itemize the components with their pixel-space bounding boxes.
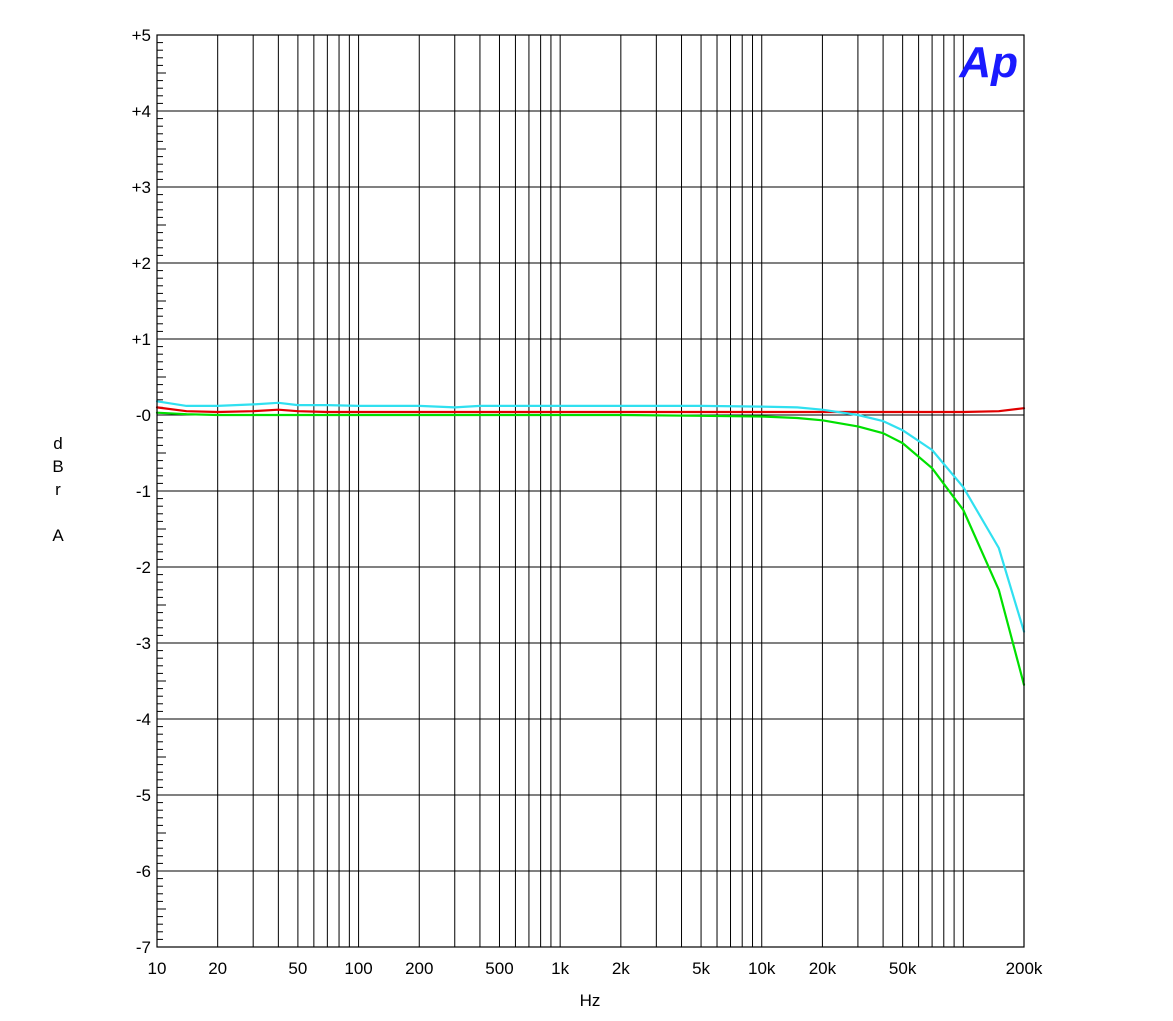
y-axis-label-char: d [53,434,62,453]
x-tick-label: 10k [748,959,776,978]
x-tick-label: 2k [612,959,630,978]
y-tick-label: +3 [132,178,151,197]
x-axis-label: Hz [580,991,601,1010]
x-tick-label: 1k [551,959,569,978]
x-tick-labels: 10 20 50 100 200 500 1k 2k 5k 10k 20k 50k 200k [148,959,1043,978]
series-line-1 [155,406,1026,414]
series-line-3 [155,400,1026,633]
x-tick-label: 10 [148,959,167,978]
y-tick-label: -7 [136,938,151,957]
y-tick-label: +1 [132,330,151,349]
series-layer [155,400,1026,686]
y-axis-label-char: A [52,526,64,545]
y-tick-label: -2 [136,558,151,577]
y-tick-label: -3 [136,634,151,653]
y-tick-labels: +5 +4 +3 +2 +1 -0 -1 -2 -3 -4 -5 -6 -7 [132,26,151,957]
x-tick-label: 200 [405,959,433,978]
plot-frame [156,34,1025,948]
series-line-2 [155,411,1026,686]
y-tick-label: -5 [136,786,151,805]
y-tick-label: -0 [136,406,151,425]
y-tick-label: +4 [132,102,151,121]
y-tick-label: +5 [132,26,151,45]
x-tick-label: 5k [692,959,710,978]
y-axis-label: dBr A [52,434,64,545]
y-minor-ticks [157,42,166,940]
ap-logo: Ap [958,38,1018,87]
x-tick-label: 50 [288,959,307,978]
x-tick-label: 20 [208,959,227,978]
y-tick-label: -4 [136,710,151,729]
y-axis-label-char: r [55,480,61,499]
x-tick-label: 50k [889,959,917,978]
y-tick-label: -6 [136,862,151,881]
grid [156,34,1025,948]
x-tick-label: 100 [344,959,372,978]
y-tick-label: +2 [132,254,151,273]
y-tick-label: -1 [136,482,151,501]
x-tick-label: 200k [1006,959,1043,978]
x-tick-label: 500 [485,959,513,978]
x-tick-label: 20k [809,959,837,978]
y-axis-label-char: B [52,457,63,476]
